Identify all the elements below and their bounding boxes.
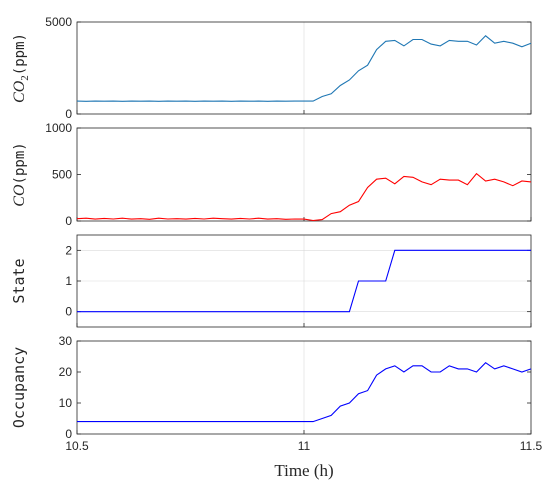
panel-1-y-axis-label: CO(ppm)	[11, 142, 28, 206]
x-tick-2: 11.5	[520, 439, 543, 453]
panel-0-series-line-0	[76, 35, 532, 102]
panel-2-y-tick-label-1: 1	[65, 274, 72, 288]
x-tick-0: 10.5	[65, 439, 89, 453]
panel-3-y-axis-label: Occupancy	[10, 347, 28, 428]
panel-0-y-axis-label: CO2(ppm)	[11, 33, 31, 103]
panel-0-y-tick-label-0: 0	[65, 107, 72, 121]
panel-2-series-line-0	[77, 249, 531, 313]
panel-0-y-tick-label-1: 5000	[45, 15, 72, 29]
panel-2-y-axis-label: State	[10, 258, 28, 303]
x-axis-label: Time (h)	[274, 461, 333, 480]
panel-2-y-tick-label-0: 0	[65, 305, 72, 319]
panel-2-y-tick-label-2: 2	[65, 243, 72, 257]
panel-1-y-tick-label-2: 1000	[45, 121, 72, 135]
x-tick-1: 11	[298, 439, 311, 453]
panel-3-y-tick-label-3: 30	[59, 334, 73, 348]
panel-3-y-tick-label-1: 10	[59, 396, 73, 410]
panel-3-y-tick-label-2: 20	[59, 365, 73, 379]
panel-1-y-tick-label-1: 500	[52, 168, 72, 182]
panel-3-series-line-0	[77, 361, 532, 423]
panel-1-series-line-0	[76, 172, 532, 222]
panel-1-y-tick-label-0: 0	[65, 214, 72, 228]
panel-3-y-tick-label-0: 0	[65, 427, 72, 441]
